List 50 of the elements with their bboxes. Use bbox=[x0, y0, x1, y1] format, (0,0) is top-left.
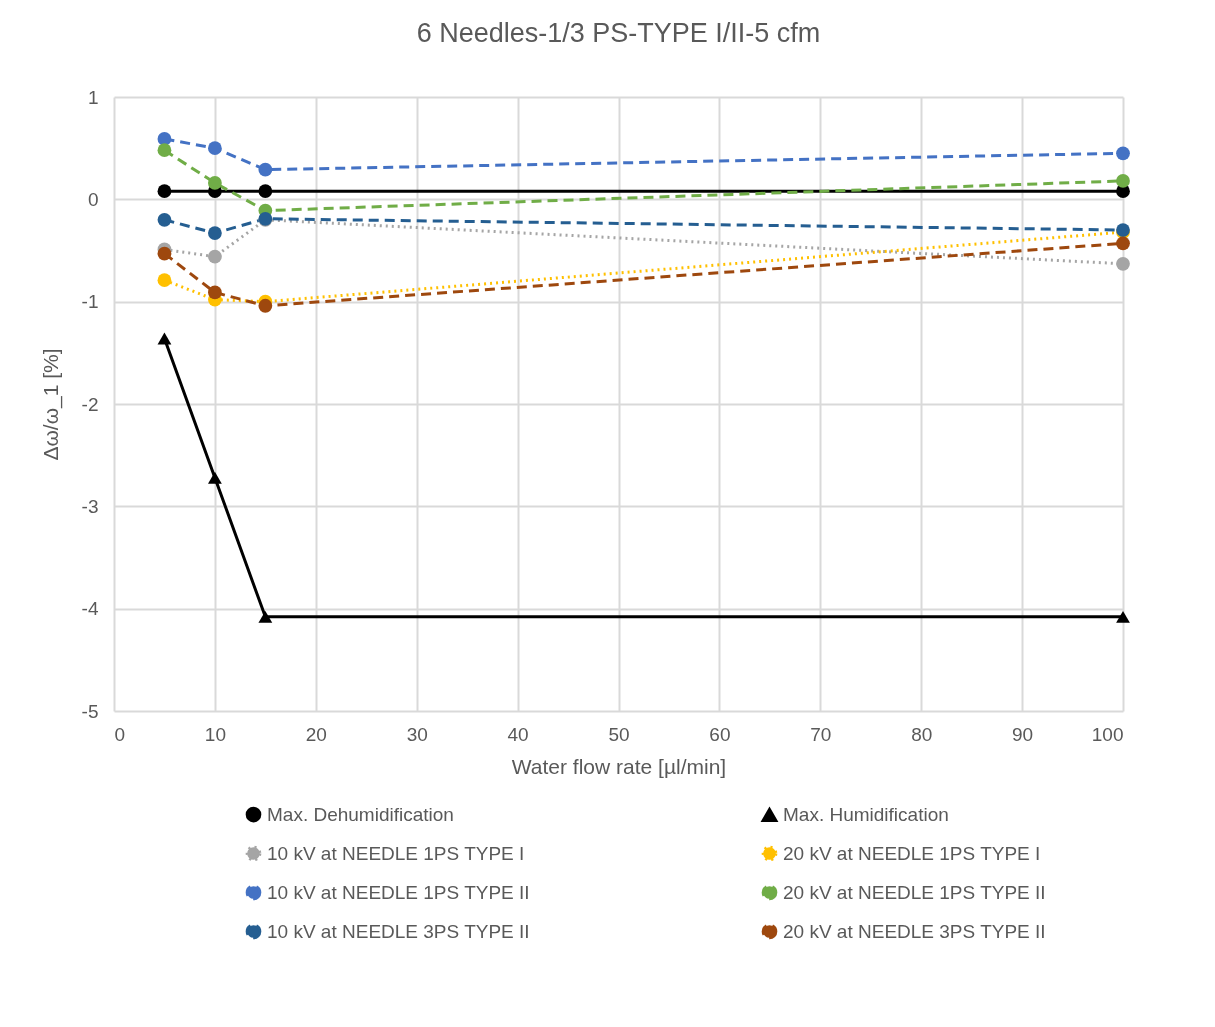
point bbox=[1116, 174, 1130, 188]
y-tick-label: 1 bbox=[87, 86, 99, 108]
point bbox=[208, 176, 222, 190]
legend-label: 20 kV at NEEDLE 1PS TYPE II bbox=[783, 881, 1046, 903]
point bbox=[157, 184, 172, 199]
legend-label: Max. Dehumidification bbox=[267, 803, 454, 825]
point bbox=[258, 162, 273, 177]
chart-title: 6 Needles-1/3 PS-TYPE I/II-5 cfm bbox=[416, 18, 821, 48]
point bbox=[1116, 610, 1130, 623]
point bbox=[1116, 256, 1130, 271]
point bbox=[258, 298, 273, 313]
y-tick-label: -2 bbox=[81, 393, 99, 415]
y-tick-label: -4 bbox=[81, 598, 99, 620]
point bbox=[258, 610, 273, 623]
x-tick-label: 20 bbox=[305, 723, 327, 745]
point bbox=[208, 226, 222, 240]
x-tick-label: 40 bbox=[507, 723, 529, 745]
point bbox=[157, 332, 172, 345]
legend-label: 10 kV at NEEDLE 1PS TYPE II bbox=[267, 881, 530, 903]
point bbox=[1116, 146, 1130, 161]
point bbox=[258, 184, 273, 199]
point bbox=[157, 273, 172, 288]
x-tick-label: 30 bbox=[406, 723, 428, 745]
point bbox=[208, 249, 222, 264]
point bbox=[157, 143, 172, 158]
x-tick-label: 70 bbox=[810, 723, 832, 745]
x-tick-label: 50 bbox=[608, 723, 630, 745]
y-tick-label: -5 bbox=[81, 700, 99, 722]
legend-label: Max. Humidification bbox=[783, 804, 949, 826]
legend-label: 20 kV at NEEDLE 1PS TYPE I bbox=[783, 842, 1041, 864]
x-tick-label: 10 bbox=[204, 723, 226, 745]
point bbox=[208, 141, 222, 156]
y-tick-label: 0 bbox=[87, 188, 99, 210]
point bbox=[157, 246, 172, 261]
legend-label: 10 kV at NEEDLE 1PS TYPE I bbox=[267, 842, 525, 864]
point bbox=[1116, 236, 1130, 251]
x-axis-title: Water flow rate [µl/min] bbox=[511, 754, 727, 778]
y-axis-title: Δω/ω_1 [%] bbox=[38, 348, 63, 461]
point bbox=[157, 212, 172, 227]
x-tick-label: 100 bbox=[1091, 723, 1124, 745]
legend-label: 20 kV at NEEDLE 3PS TYPE II bbox=[783, 920, 1046, 942]
x-tick-label: 0 bbox=[114, 723, 126, 745]
point bbox=[208, 285, 222, 300]
point bbox=[208, 471, 222, 484]
legend-label: 10 kV at NEEDLE 3PS TYPE II bbox=[267, 920, 530, 942]
y-tick-label: -1 bbox=[81, 291, 99, 313]
y-tick-label: -3 bbox=[81, 495, 99, 517]
x-tick-label: 90 bbox=[1012, 723, 1034, 745]
x-tick-label: 80 bbox=[911, 723, 933, 745]
x-tick-label: 60 bbox=[709, 723, 731, 745]
